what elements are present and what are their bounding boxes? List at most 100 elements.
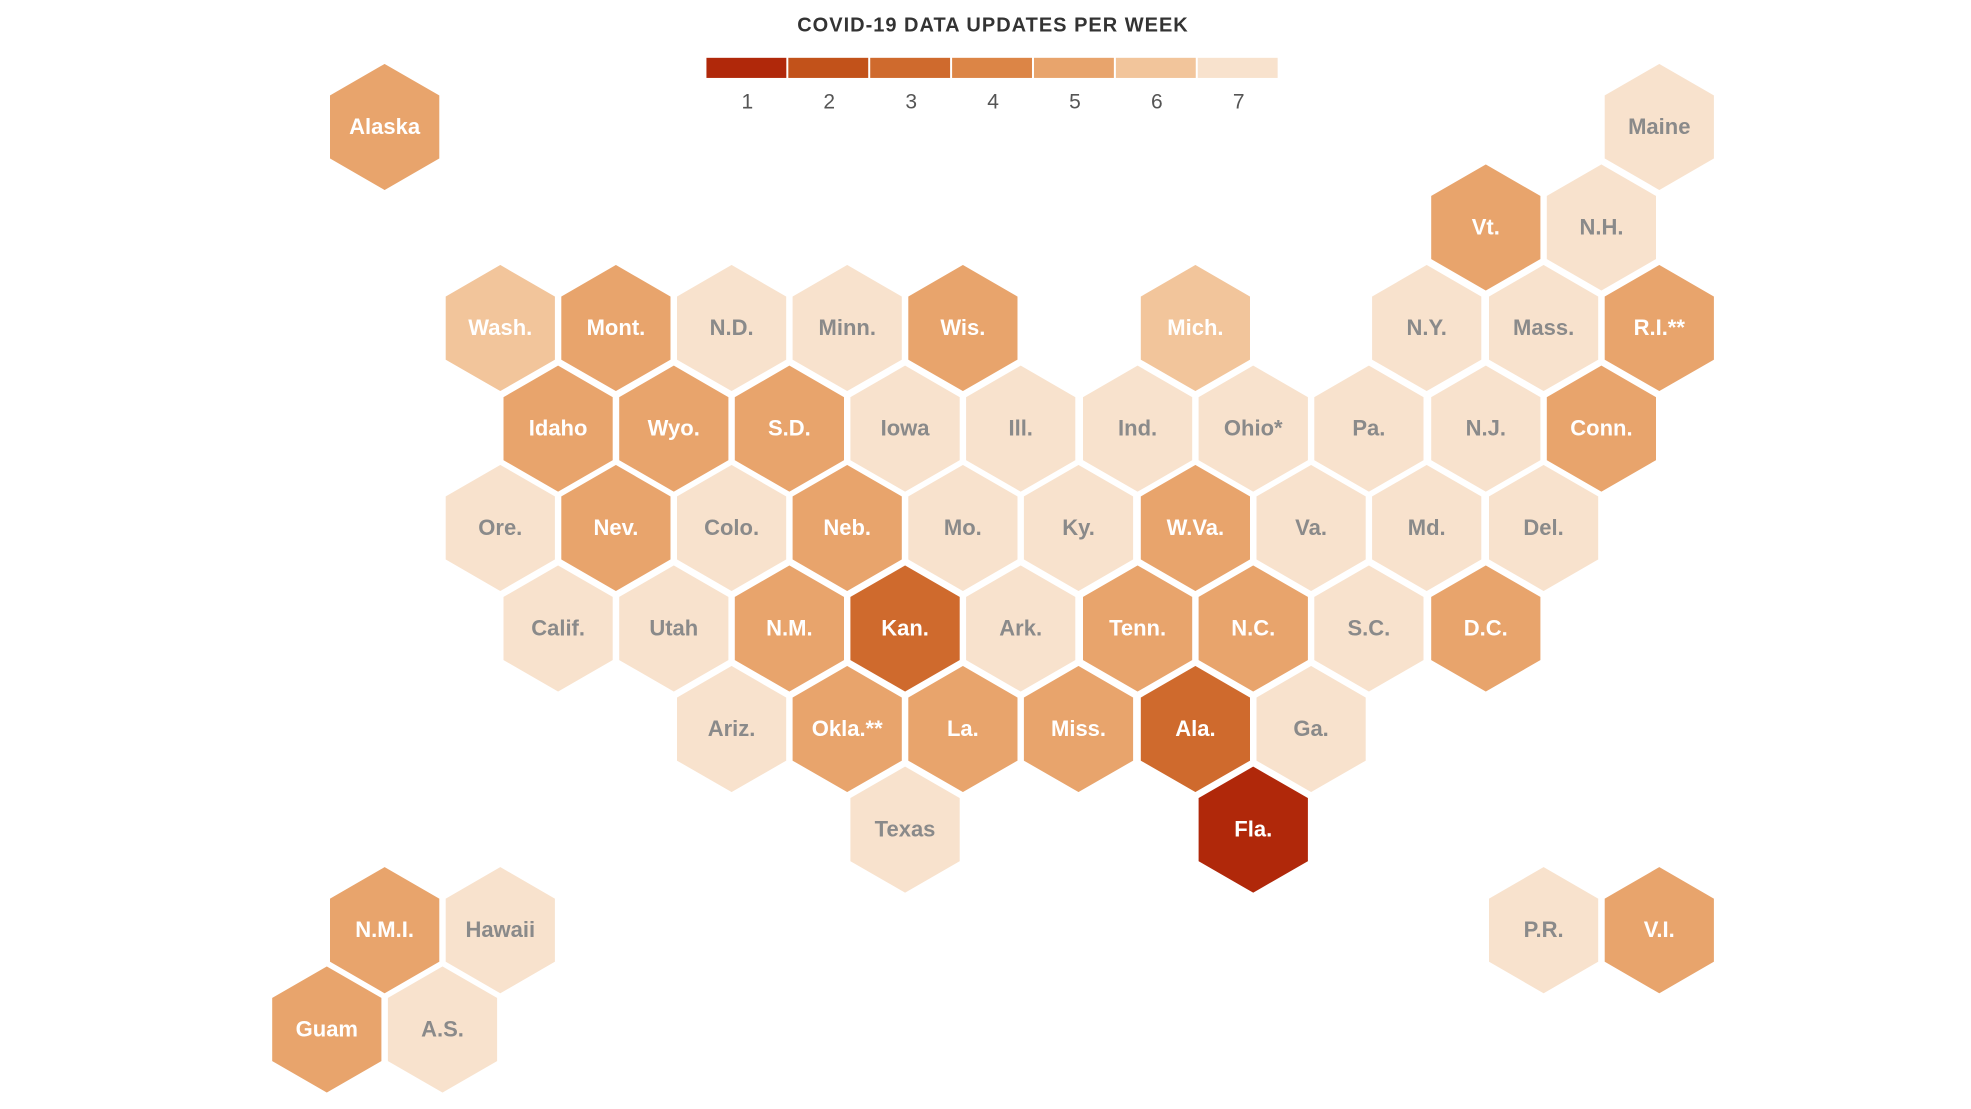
state-label: N.C. (1231, 615, 1275, 640)
state-label: Wyo. (648, 415, 700, 440)
state-label: N.M.I. (355, 917, 414, 942)
state-label: N.H. (1579, 214, 1623, 239)
state-label: Kan. (881, 615, 929, 640)
state-label: Iowa (881, 415, 931, 440)
state-label: Ore. (478, 515, 522, 540)
state-label: Guam (296, 1016, 358, 1041)
state-hex (499, 560, 617, 697)
state-label: V.I. (1644, 917, 1675, 942)
state-label: Ill. (1008, 415, 1032, 440)
state-hex (846, 560, 964, 697)
state-label: Wis. (940, 315, 985, 340)
state-label: Tenn. (1109, 615, 1166, 640)
state-hex (788, 661, 906, 797)
state-hex (1600, 59, 1718, 195)
state-hex (1252, 661, 1370, 797)
legend-swatch (1033, 57, 1114, 78)
state-hex (615, 560, 733, 697)
state-label: Ariz. (708, 716, 756, 741)
state-label: Mo. (944, 515, 982, 540)
state-hex (673, 460, 791, 596)
state-label: S.C. (1347, 615, 1390, 640)
state-hex (268, 961, 386, 1098)
state-label: Texas (875, 816, 936, 841)
state-label: Alaska (349, 114, 421, 139)
state-hex (1252, 460, 1370, 596)
legend-label: 5 (1069, 91, 1081, 114)
state-label: N.M. (766, 615, 812, 640)
legend-label: 3 (905, 91, 917, 114)
legend-swatch (788, 57, 869, 78)
state-hex (1485, 460, 1603, 596)
state-hex (1079, 560, 1197, 697)
state-hex (730, 560, 848, 697)
state-label: Okla.** (812, 716, 883, 741)
state-label: Wash. (468, 315, 532, 340)
state-label: Idaho (529, 415, 588, 440)
state-label: N.J. (1466, 415, 1506, 440)
state-label: W.Va. (1167, 515, 1224, 540)
state-hex (441, 260, 559, 396)
legend-label: 6 (1151, 91, 1163, 114)
state-label: N.D. (710, 315, 754, 340)
legend-swatch (1197, 57, 1278, 78)
state-label: Del. (1523, 515, 1563, 540)
state-hex (904, 460, 1022, 596)
state-label: Md. (1408, 515, 1446, 540)
legend-label: 1 (742, 91, 754, 114)
legend-label: 7 (1233, 91, 1245, 114)
state-hex (1194, 761, 1312, 898)
state-label: Ga. (1293, 716, 1328, 741)
state-label: Ohio* (1224, 415, 1283, 440)
state-hex (1600, 260, 1718, 396)
state-label: S.D. (768, 415, 811, 440)
state-hex (557, 460, 675, 596)
state-label: D.C. (1464, 615, 1508, 640)
state-hex (846, 761, 964, 898)
state-hex (673, 661, 791, 797)
legend-swatch (870, 57, 951, 78)
state-hex (1136, 260, 1254, 396)
state-hex (441, 460, 559, 596)
state-label: Miss. (1051, 716, 1106, 741)
state-label: Calif. (531, 615, 585, 640)
state-label: Nev. (594, 515, 639, 540)
state-label: P.R. (1524, 917, 1564, 942)
state-label: La. (947, 716, 979, 741)
state-hex (1542, 159, 1660, 296)
state-hex (1368, 460, 1486, 596)
state-hex (1194, 560, 1312, 697)
state-hex (557, 260, 675, 396)
state-label: A.S. (421, 1016, 464, 1041)
state-hex (326, 59, 444, 195)
state-hex (904, 661, 1022, 797)
legend-label: 2 (823, 91, 835, 114)
state-label: Pa. (1352, 415, 1385, 440)
state-label: N.Y. (1407, 315, 1447, 340)
state-hex (788, 460, 906, 596)
state-hex (1427, 560, 1545, 697)
state-label: Ky. (1062, 515, 1095, 540)
state-label: Mich. (1167, 315, 1223, 340)
state-label: Colo. (704, 515, 759, 540)
state-label: Hawaii (465, 917, 535, 942)
legend-label: 4 (987, 91, 999, 114)
state-hex (1485, 862, 1603, 998)
state-label: Mass. (1513, 315, 1574, 340)
chart-title: COVID-19 DATA UPDATES PER WEEK (797, 14, 1189, 36)
legend-swatch (1115, 57, 1196, 78)
state-hex (1310, 560, 1428, 697)
legend-swatch (952, 57, 1032, 78)
state-label: Va. (1295, 515, 1327, 540)
state-hex (962, 560, 1080, 697)
state-hex (1136, 661, 1254, 797)
state-label: Conn. (1570, 415, 1632, 440)
state-label: Vt. (1472, 214, 1500, 239)
state-hex (1136, 460, 1254, 596)
state-hex (788, 260, 906, 396)
state-hex (1600, 862, 1718, 998)
state-label: Neb. (823, 515, 871, 540)
state-label: Ala. (1175, 716, 1215, 741)
state-label: Maine (1628, 114, 1690, 139)
